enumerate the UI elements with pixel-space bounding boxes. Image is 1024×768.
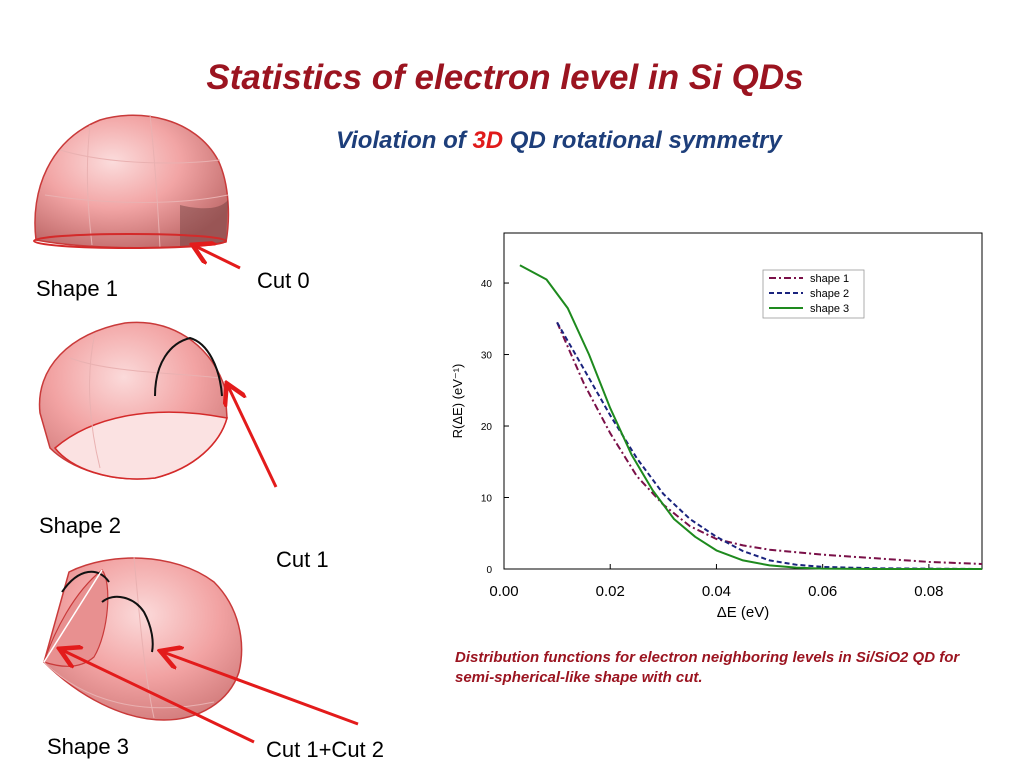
series-line-1 <box>556 321 983 565</box>
x-tick-label: 0.04 <box>702 583 731 600</box>
shape-2-dome <box>38 321 228 480</box>
x-tick-label: 0.06 <box>808 583 837 600</box>
figure-caption: Distribution functions for electron neig… <box>455 649 960 686</box>
cut-0-label: Cut 0 <box>257 268 310 293</box>
arrow-cut-2b <box>163 652 359 726</box>
x-tick-label: 0.08 <box>914 583 943 600</box>
arrow-cut-2a <box>62 650 255 744</box>
subtitle-suffix: QD rotational symmetry <box>503 127 782 154</box>
shape-3-label: Shape 3 <box>47 734 129 759</box>
series-line-2 <box>556 321 983 570</box>
slide-title: Statistics of electron level in Si QDs <box>206 58 804 97</box>
y-tick-label: 20 <box>481 422 493 433</box>
shape-2-label: Shape 2 <box>39 513 121 538</box>
series-line-3 <box>519 264 982 570</box>
cut-1-label: Cut 1 <box>276 547 329 572</box>
shape-1-dome <box>33 114 230 249</box>
arrow-cut-0 <box>195 246 241 270</box>
x-tick-label: 0.00 <box>489 583 518 600</box>
y-axis-label: R(ΔE) (eV⁻¹) <box>450 364 465 439</box>
y-tick-label: 10 <box>481 494 493 505</box>
shape-3-dome <box>43 556 243 721</box>
electron-level-chart: 0.00 0.02 0.04 0.06 0.08 0 10 20 30 40 ΔE (eV) R… <box>450 232 983 621</box>
legend-label: shape 2 <box>810 288 849 300</box>
arrow-cut-1 <box>228 386 278 488</box>
y-tick-label: 30 <box>481 351 493 362</box>
plot-frame <box>503 232 983 570</box>
shape-1-label: Shape 1 <box>36 276 118 301</box>
slide-subtitle: Violation of 3D QD rotational symmetry <box>336 127 782 155</box>
subtitle-emphasis: 3D <box>472 127 504 154</box>
x-axis-label: ΔE (eV) <box>717 604 770 621</box>
x-tick-label: 0.02 <box>596 583 625 600</box>
legend-label: shape 1 <box>810 273 849 285</box>
chart-legend: shape 1 shape 2 shape 3 <box>762 269 865 319</box>
y-tick-label: 0 <box>486 565 492 576</box>
subtitle-prefix: Violation of <box>336 127 473 154</box>
legend-label: shape 3 <box>810 303 849 315</box>
y-tick-label: 40 <box>481 279 493 290</box>
cut-1-2-label: Cut 1+Cut 2 <box>266 737 385 762</box>
